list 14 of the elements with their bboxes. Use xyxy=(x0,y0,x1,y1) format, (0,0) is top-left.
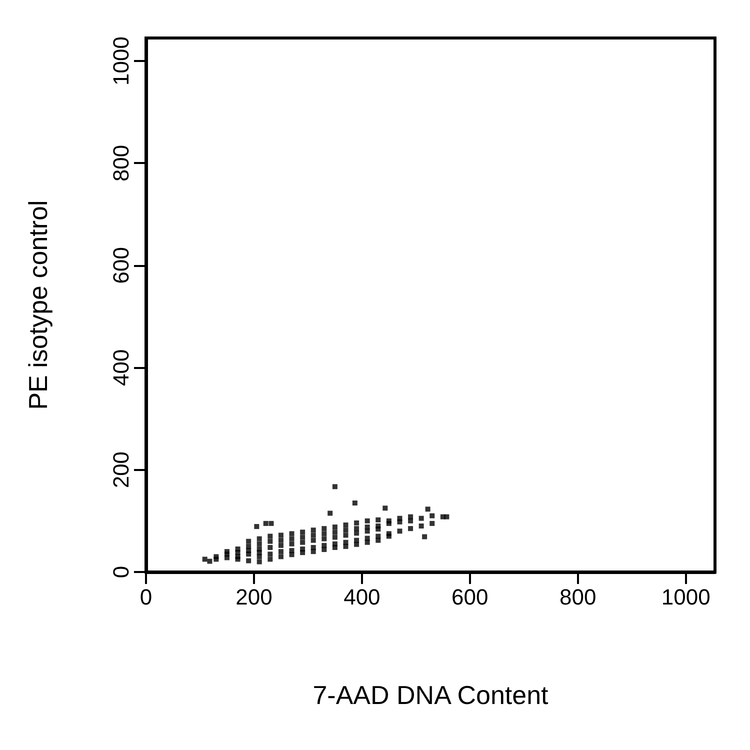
x-axis-title: 7-AAD DNA Content xyxy=(312,680,550,710)
y-tick-label: 400 xyxy=(108,349,134,386)
x-tick-label: 600 xyxy=(452,584,488,610)
x-tick-label: 800 xyxy=(560,584,596,610)
y-tick-label: 600 xyxy=(108,247,134,284)
y-tick-label: 1000 xyxy=(108,36,134,86)
y-tick-label: 800 xyxy=(108,144,134,182)
y-axis-title: PE isotype control xyxy=(23,200,53,410)
y-tick-label: 200 xyxy=(108,451,134,488)
y-tick-label: 0 xyxy=(108,566,134,578)
x-tick-label: 0 xyxy=(140,584,152,610)
x-tick-label: 200 xyxy=(236,584,272,610)
x-tick-label: 1000 xyxy=(661,584,710,610)
x-tick-label: 400 xyxy=(344,584,380,610)
